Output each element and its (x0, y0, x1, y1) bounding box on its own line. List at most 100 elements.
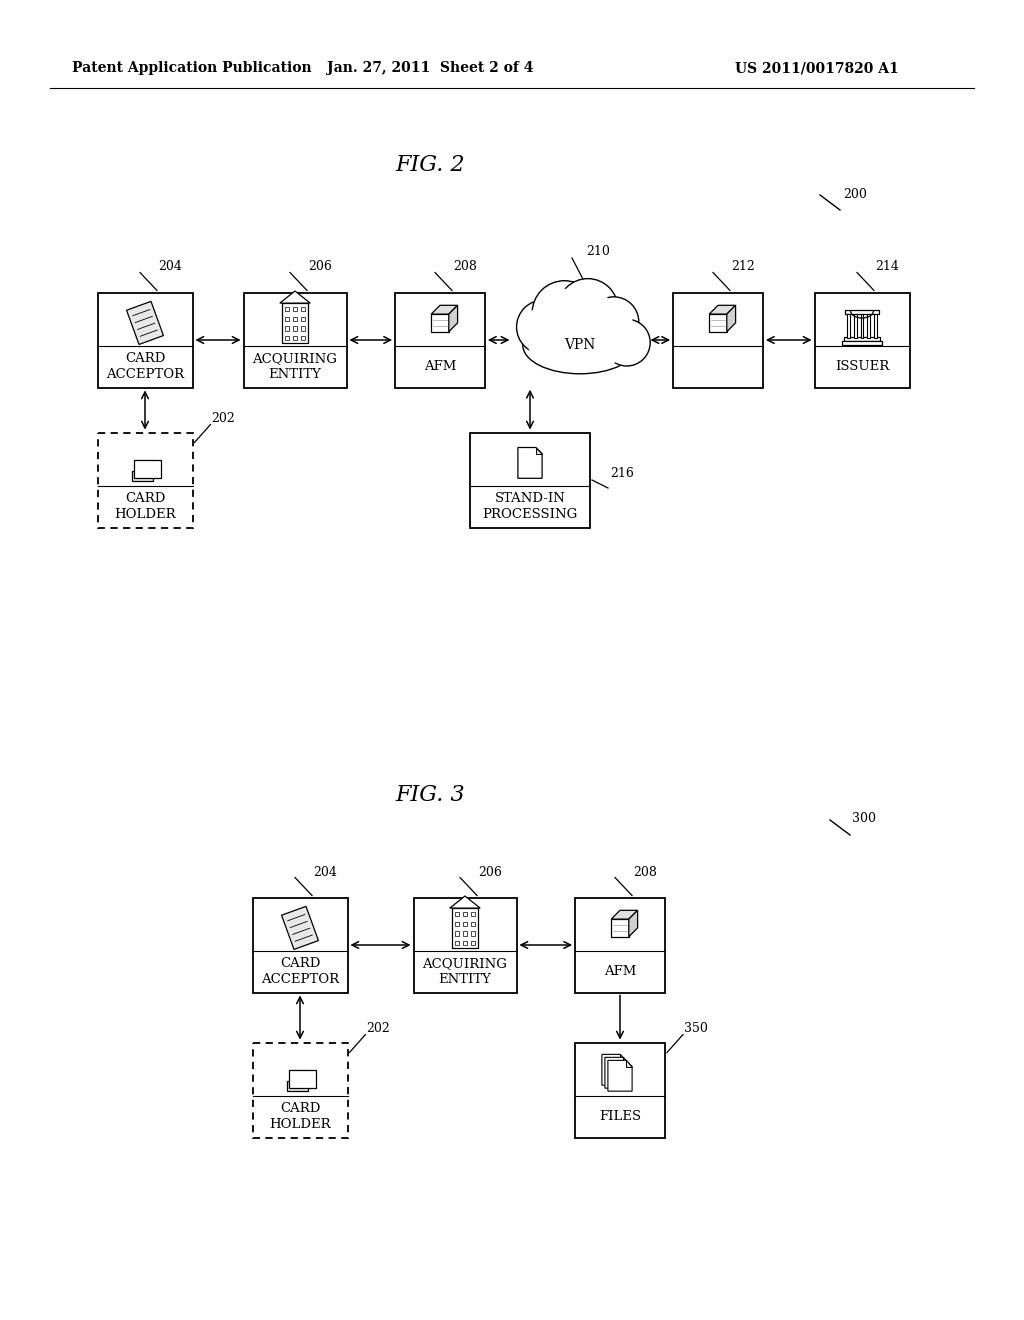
Text: VPN: VPN (564, 338, 596, 352)
Bar (135, 459, 140, 470)
Circle shape (589, 297, 639, 347)
Bar (253, 1043, 347, 1138)
Text: ACCEPTOR: ACCEPTOR (261, 973, 339, 986)
Text: ACQUIRING: ACQUIRING (253, 351, 338, 364)
Bar (97, 293, 193, 388)
Polygon shape (620, 1055, 626, 1060)
Text: 210: 210 (586, 246, 610, 257)
Text: FIG. 3: FIG. 3 (395, 784, 465, 807)
Polygon shape (280, 290, 310, 304)
Polygon shape (132, 470, 154, 482)
Bar (842, 341, 882, 345)
Bar (854, 314, 857, 338)
Polygon shape (431, 305, 458, 314)
Circle shape (541, 289, 589, 337)
Bar (470, 932, 475, 936)
Bar (710, 314, 727, 331)
Bar (300, 317, 305, 321)
Bar (289, 1071, 315, 1089)
Ellipse shape (523, 317, 637, 374)
Text: 206: 206 (308, 260, 332, 273)
Bar (300, 306, 305, 312)
Circle shape (565, 286, 610, 331)
Text: FIG. 2: FIG. 2 (395, 154, 465, 176)
Bar (285, 335, 290, 341)
Bar (291, 1069, 296, 1081)
Bar (848, 314, 850, 338)
Text: 208: 208 (453, 260, 477, 273)
Bar (673, 293, 763, 388)
Circle shape (523, 306, 564, 347)
Text: US 2011/0017820 A1: US 2011/0017820 A1 (735, 61, 899, 75)
Bar (867, 314, 870, 338)
Polygon shape (450, 896, 480, 908)
Polygon shape (611, 911, 638, 919)
Polygon shape (282, 907, 318, 949)
Text: 202: 202 (212, 412, 236, 425)
Bar (395, 293, 485, 388)
Circle shape (516, 300, 570, 354)
Text: PROCESSING: PROCESSING (482, 508, 578, 521)
Bar (282, 304, 308, 343)
Text: ACQUIRING: ACQUIRING (423, 957, 508, 970)
Bar (463, 921, 467, 927)
Text: 212: 212 (731, 260, 755, 273)
Text: ISSUER: ISSUER (835, 360, 889, 374)
Bar (142, 459, 147, 470)
Bar (452, 908, 478, 948)
Circle shape (609, 325, 644, 360)
Bar (470, 912, 475, 916)
Bar (148, 459, 154, 470)
Bar (873, 314, 877, 338)
Bar (414, 898, 516, 993)
Text: 216: 216 (610, 467, 634, 480)
Bar (470, 941, 475, 945)
Bar (470, 921, 475, 927)
Polygon shape (727, 305, 735, 331)
Text: ACCEPTOR: ACCEPTOR (105, 368, 184, 381)
Text: AFM: AFM (604, 965, 636, 978)
Bar (300, 326, 305, 331)
Polygon shape (518, 447, 542, 478)
Circle shape (595, 304, 633, 341)
Bar (300, 335, 305, 341)
Text: 350: 350 (684, 1023, 708, 1035)
Circle shape (558, 279, 617, 339)
Bar (845, 310, 880, 314)
Polygon shape (602, 1055, 626, 1085)
Polygon shape (287, 1081, 308, 1092)
Polygon shape (536, 447, 542, 454)
Text: 204: 204 (313, 866, 337, 879)
Text: CARD: CARD (125, 351, 165, 364)
Text: HOLDER: HOLDER (115, 508, 176, 521)
Text: ENTITY: ENTITY (268, 368, 322, 381)
Polygon shape (623, 1057, 629, 1064)
Text: 202: 202 (367, 1023, 390, 1035)
Bar (463, 932, 467, 936)
Bar (455, 912, 460, 916)
Text: AFM: AFM (424, 360, 456, 374)
Bar (285, 306, 290, 312)
Bar (844, 337, 881, 341)
Polygon shape (127, 301, 164, 345)
Bar (293, 335, 297, 341)
Polygon shape (629, 911, 638, 937)
Bar (455, 921, 460, 927)
Text: HOLDER: HOLDER (269, 1118, 331, 1131)
Bar (97, 433, 193, 528)
Text: 200: 200 (843, 189, 867, 202)
Bar (455, 941, 460, 945)
Polygon shape (710, 305, 735, 314)
Ellipse shape (528, 322, 632, 368)
Text: 214: 214 (874, 260, 899, 273)
Bar (293, 306, 297, 312)
Text: 208: 208 (633, 866, 656, 879)
Bar (575, 1043, 665, 1138)
Bar (293, 326, 297, 331)
Text: ENTITY: ENTITY (438, 973, 492, 986)
Bar (285, 317, 290, 321)
Bar (303, 1069, 308, 1081)
Text: CARD: CARD (125, 492, 165, 504)
Text: FILES: FILES (599, 1110, 641, 1123)
Bar (293, 317, 297, 321)
